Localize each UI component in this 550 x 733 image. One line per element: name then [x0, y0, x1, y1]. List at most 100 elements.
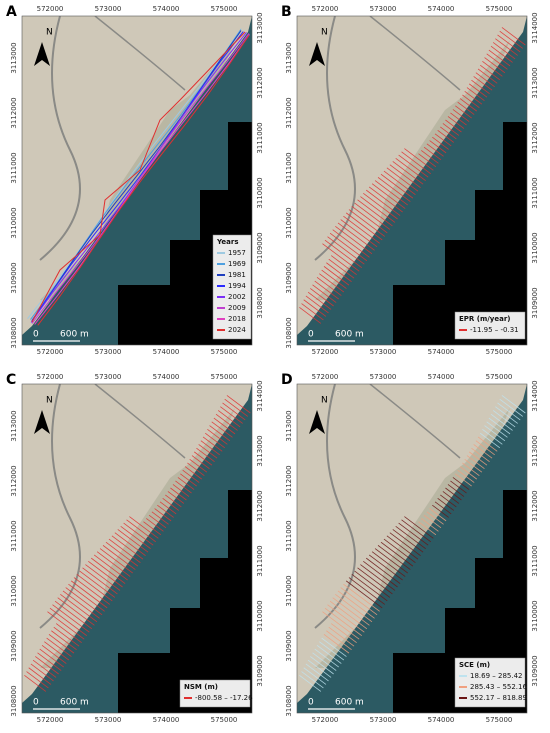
- left-tick-label: 3112000: [285, 97, 293, 128]
- transect: [215, 413, 238, 431]
- transect: [380, 173, 414, 199]
- transect: [471, 447, 490, 463]
- transect: [437, 130, 455, 143]
- transect: [484, 425, 506, 442]
- bottom-tick-label: 574000: [153, 348, 180, 356]
- road: [369, 384, 461, 459]
- shoreline-2024: [31, 31, 246, 323]
- transect: [345, 212, 383, 241]
- transect: [85, 564, 121, 591]
- transect: [217, 410, 241, 428]
- transect: [65, 587, 103, 616]
- panel: D 572000 573000 574000 575000 572000 573000 574…: [281, 372, 539, 724]
- transect: [426, 143, 444, 157]
- transect: [39, 648, 64, 668]
- transect: [307, 659, 332, 678]
- left-tick-label: 3111000: [285, 520, 293, 551]
- transect: [401, 151, 432, 175]
- transect: [28, 667, 52, 685]
- top-tick-label: 574000: [153, 5, 180, 13]
- transect: [337, 590, 375, 619]
- transect: [326, 262, 352, 282]
- transect: [398, 154, 429, 178]
- transect: [360, 564, 396, 591]
- top-tick-label: 573000: [370, 5, 397, 13]
- right-tick-label: 3108000: [256, 287, 264, 318]
- transect: [486, 53, 508, 70]
- transect: [37, 652, 62, 671]
- top-tick-label: 575000: [486, 5, 513, 13]
- transect: [357, 567, 393, 595]
- transect: [488, 49, 511, 67]
- transect: [437, 498, 455, 511]
- legend-box: [454, 311, 526, 340]
- left-tick-label: 3110000: [285, 207, 293, 238]
- transect: [324, 607, 362, 637]
- transect: [462, 462, 480, 476]
- top-tick-label: 575000: [486, 373, 513, 381]
- transect: [332, 597, 370, 626]
- transect: [492, 42, 516, 60]
- road: [39, 384, 81, 629]
- transect: [464, 90, 483, 105]
- transect: [319, 641, 345, 661]
- transect: [301, 303, 324, 321]
- transect: [450, 112, 467, 126]
- transect: [148, 514, 167, 529]
- transect: [191, 455, 210, 470]
- transect: [117, 529, 149, 553]
- north-arrow: [34, 410, 50, 434]
- top-tick-label: 572000: [312, 373, 339, 381]
- transect: [497, 402, 521, 421]
- bottom-tick-label: 573000: [370, 348, 397, 356]
- bottom-tick-label: 574000: [153, 716, 180, 724]
- transect: [442, 123, 460, 136]
- left-tick-label: 3112000: [10, 97, 18, 128]
- transect: [305, 295, 329, 314]
- transect: [434, 133, 452, 147]
- right-tick-label: 3110000: [531, 232, 539, 263]
- transect: [475, 440, 495, 456]
- scale-label: 600 m: [335, 330, 364, 340]
- transect: [389, 532, 421, 556]
- transect: [32, 659, 57, 678]
- transect: [348, 209, 386, 237]
- transect: [193, 451, 213, 466]
- bottom-tick-label: 572000: [312, 716, 339, 724]
- left-tick-label: 3108000: [285, 685, 293, 716]
- transect: [457, 101, 475, 115]
- map-frame: [296, 15, 528, 346]
- transect: [418, 521, 437, 536]
- transect: [440, 126, 457, 140]
- transect: [207, 429, 228, 445]
- transect: [398, 522, 429, 546]
- transect: [365, 557, 401, 584]
- bottom-tick-label: 575000: [486, 716, 513, 724]
- panel: C 572000 573000 574000 575000 572000 573000 574…: [6, 372, 264, 724]
- transect: [322, 611, 360, 640]
- transect: [395, 525, 426, 550]
- transect: [310, 656, 334, 675]
- right-tick-label: 3111000: [256, 545, 264, 576]
- right-tick-label: 3110000: [256, 177, 264, 208]
- transect: [471, 79, 490, 95]
- map-frame: [21, 383, 253, 714]
- transect: [380, 541, 414, 567]
- transect: [440, 494, 457, 508]
- transect: [445, 487, 462, 501]
- transect: [184, 466, 203, 480]
- transect: [354, 202, 391, 230]
- right-tick-label: 3111000: [531, 545, 539, 576]
- transect: [466, 455, 485, 470]
- legend-entry: 1981: [228, 271, 246, 279]
- transect: [200, 440, 220, 456]
- transect: [447, 484, 465, 497]
- right-tick-label: 3113000: [256, 12, 264, 43]
- transect: [204, 432, 226, 449]
- north-arrow: [309, 42, 325, 66]
- right-tick-label: 3113000: [531, 67, 539, 98]
- transect: [426, 511, 444, 525]
- bottom-tick-label: 572000: [37, 716, 64, 724]
